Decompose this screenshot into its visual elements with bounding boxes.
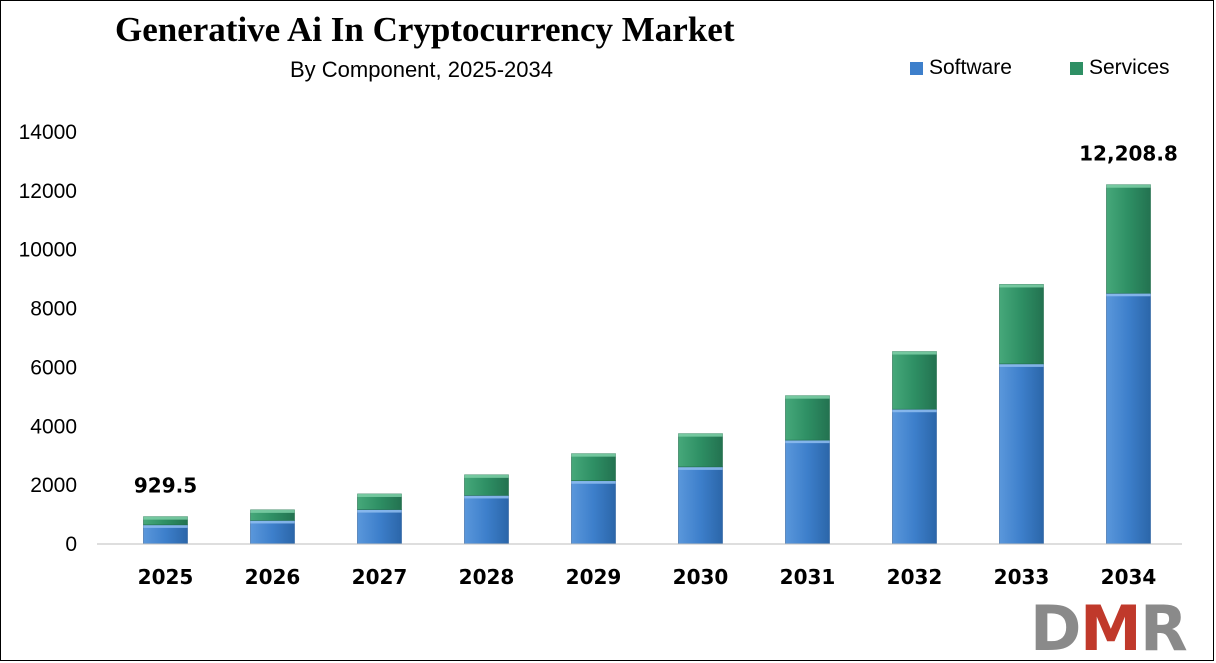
- bar-software-2030: [678, 466, 723, 545]
- x-tick-label: 2034: [1101, 565, 1157, 589]
- bar-software-2026: [250, 520, 295, 545]
- annotations: 929.5 12,208.8: [134, 142, 1178, 498]
- bar-highlight-services-2032: [892, 351, 937, 355]
- x-tick-label: 2025: [138, 565, 194, 589]
- bar-highlight-software-2027: [357, 509, 402, 513]
- y-axis: 0 2000 4000 6000 8000 10000 12000 14000: [19, 121, 77, 556]
- bar-software-2032: [892, 408, 937, 545]
- bar-highlight-software-2033: [999, 363, 1044, 367]
- bar-services-2034: [1106, 184, 1151, 294]
- x-tick-label: 2030: [673, 565, 729, 589]
- bar-highlight-software-2025: [143, 524, 188, 528]
- bar-software-2031: [785, 439, 830, 545]
- legend-swatch-software: [910, 61, 923, 75]
- bar-services-2030: [678, 433, 723, 468]
- y-tick-label: 12000: [19, 180, 77, 203]
- x-tick-label: 2027: [352, 565, 408, 589]
- bar-services-2029: [571, 453, 616, 482]
- y-tick-label: 6000: [30, 356, 77, 379]
- bar-software-2029: [571, 480, 616, 545]
- y-tick-label: 8000: [30, 298, 77, 321]
- x-tick-label: 2028: [459, 565, 515, 589]
- bar-highlight-software-2031: [785, 440, 830, 444]
- y-tick-label: 4000: [30, 415, 77, 438]
- y-tick-label: 14000: [19, 121, 77, 144]
- chart-subtitle: By Component, 2025-2034: [290, 57, 553, 82]
- bar-highlight-software-2030: [678, 466, 723, 470]
- bar-software-2027: [357, 509, 402, 545]
- y-tick-label: 0: [65, 533, 77, 556]
- bar-highlight-services-2026: [250, 509, 295, 513]
- bar-highlight-services-2025: [143, 516, 188, 520]
- y-tick-label: 10000: [19, 239, 77, 262]
- bar-software-2033: [999, 363, 1044, 545]
- bar-services-2032: [892, 351, 937, 410]
- x-tick-label: 2033: [994, 565, 1050, 589]
- x-tick-label: 2032: [887, 565, 943, 589]
- bar-highlight-software-2026: [250, 520, 295, 524]
- bar-services-2028: [464, 474, 509, 496]
- bars: [143, 184, 1151, 545]
- legend-item-services: Services: [1070, 56, 1170, 80]
- bar-services-2031: [785, 395, 830, 441]
- bar-highlight-services-2027: [357, 493, 402, 497]
- bar-highlight-software-2029: [571, 480, 616, 484]
- legend-label-services: Services: [1089, 56, 1170, 79]
- legend-label-software: Software: [929, 56, 1012, 79]
- bar-highlight-software-2028: [464, 495, 509, 499]
- bar-highlight-software-2034: [1106, 293, 1151, 297]
- bar-highlight-services-2029: [571, 453, 616, 457]
- logo-letter-r: R: [1140, 598, 1188, 658]
- bar-highlight-services-2034: [1106, 184, 1151, 188]
- x-axis: 2025 2026 2027 2028 2029 2030 2031 2032 2033 2034: [97, 543, 1182, 589]
- data-label-2034: 12,208.8: [1079, 142, 1178, 166]
- legend-item-software: Software: [910, 56, 1012, 80]
- bar-highlight-services-2028: [464, 474, 509, 478]
- logo-letter-m: M: [1080, 598, 1142, 658]
- x-tick-label: 2026: [245, 565, 301, 589]
- bar-software-2028: [464, 495, 509, 545]
- logo-letter-d: D: [1030, 598, 1081, 658]
- bar-highlight-services-2031: [785, 395, 830, 399]
- bar-software-2034: [1106, 292, 1151, 545]
- bar-highlight-services-2030: [678, 433, 723, 437]
- bar-highlight-services-2033: [999, 284, 1044, 288]
- chart-title: Generative Ai In Cryptocurrency Market: [115, 10, 735, 49]
- dmr-logo: D M R: [1030, 598, 1188, 658]
- y-tick-label: 2000: [30, 474, 77, 497]
- x-tick-label: 2031: [780, 565, 836, 589]
- bar-highlight-software-2032: [892, 409, 937, 413]
- legend-swatch-services: [1070, 61, 1083, 75]
- bar-services-2033: [999, 284, 1044, 365]
- x-tick-label: 2029: [566, 565, 622, 589]
- data-label-2025: 929.5: [134, 474, 197, 498]
